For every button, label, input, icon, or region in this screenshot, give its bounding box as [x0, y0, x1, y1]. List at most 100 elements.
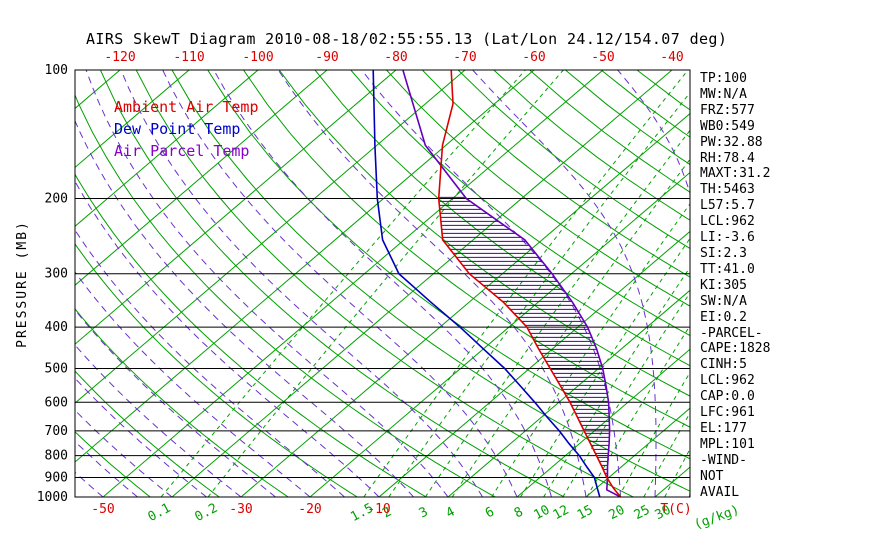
pressure-tick-label: 100 — [45, 63, 68, 78]
dry-adiabat-line — [314, 70, 690, 367]
dry-adiabat-line — [75, 308, 289, 497]
info-line: PW:32.88 — [700, 134, 763, 150]
info-line: L57:5.7 — [700, 198, 755, 214]
isotherm-line — [447, 289, 690, 497]
dry-adiabat-line — [75, 243, 358, 497]
mixing-ratio-tick-label: 25 — [632, 503, 653, 524]
info-line: LI:-3.6 — [700, 230, 755, 246]
dry-adiabat-line — [75, 173, 427, 497]
isotherm-line — [75, 70, 328, 286]
mixing-ratio-line — [643, 411, 690, 497]
mixing-ratio-tick-label: 0.1 — [146, 501, 174, 525]
isotherm-line — [171, 70, 673, 497]
top-axis-tick-label: -70 — [453, 50, 476, 65]
dry-adiabat-line — [75, 431, 151, 497]
curve-air-parcel-temp — [402, 70, 621, 497]
pressure-tick-label: 200 — [45, 192, 68, 207]
legend-item-air-parcel-temp: Air Parcel Temp — [114, 142, 250, 160]
top-axis-tick-label: -80 — [384, 50, 407, 65]
legend-item-dew-point-temp: Dew Point Temp — [114, 120, 241, 138]
info-line: AVAIL — [700, 484, 740, 500]
info-line: -WIND- — [700, 452, 747, 468]
dry-adiabat-line — [75, 93, 496, 497]
moist-adiabat-line — [75, 119, 414, 497]
mixing-ratio-tick-label: 15 — [575, 503, 596, 524]
info-line: MAXT:31.2 — [700, 166, 771, 182]
moist-adiabat-line — [120, 70, 483, 497]
isotherm-line — [516, 348, 690, 497]
mixing-ratio-tick-label: 20 — [607, 503, 628, 524]
top-axis-tick-label: -50 — [591, 50, 614, 65]
pressure-tick-label: 500 — [45, 362, 68, 377]
info-line: CAPE:1828 — [700, 341, 771, 357]
moist-adiabat-line — [75, 180, 380, 497]
moist-adiabat-line — [75, 309, 276, 497]
pressure-tick-label: 400 — [45, 320, 68, 335]
dry-adiabat-line — [493, 70, 690, 221]
mixing-ratio-tick-label: 0.2 — [192, 501, 220, 525]
curve-dew-point-temp — [372, 70, 601, 497]
dry-adiabat-line — [243, 70, 690, 428]
curve-ambient-air-temp — [437, 70, 622, 497]
bottom-axis-tick-label: -10 — [367, 502, 390, 517]
info-line: KI:305 — [700, 277, 747, 293]
mixing-ratio-line — [363, 70, 689, 497]
top-axis-tick-label: -110 — [173, 50, 204, 65]
info-line: WB0:549 — [700, 118, 755, 134]
pressure-tick-label: 300 — [45, 267, 68, 282]
mixing-ratio-line — [618, 371, 690, 497]
top-axis-tick-label: -40 — [660, 50, 683, 65]
mixing-ratio-line — [664, 448, 690, 497]
cape-hatch-layer — [438, 196, 610, 474]
pressure-tick-label: 1000 — [37, 490, 68, 505]
legend-item-ambient-air-temp: Ambient Air Temp — [114, 98, 259, 116]
mixing-ratio-tick-label: 30 — [653, 503, 674, 524]
info-line: EI:0.2 — [700, 309, 747, 325]
pressure-tick-label: 600 — [45, 395, 68, 410]
pressure-axis-label: PRESSURE (MB) — [15, 220, 30, 348]
info-line: RH:78.4 — [700, 150, 755, 166]
mixing-ratio-line — [543, 266, 690, 497]
info-line: TH:5463 — [700, 182, 755, 198]
mixing-ratio-line — [520, 237, 690, 497]
moist-adiabat-line — [75, 229, 345, 497]
info-line: NOT — [700, 468, 724, 484]
isotherm-line — [75, 70, 397, 345]
mixing-ratio-line — [562, 291, 690, 497]
top-axis-tick-label: -100 — [242, 50, 273, 65]
moist-adiabat-line — [472, 70, 657, 497]
bottom-axis-tick-label: -20 — [298, 502, 321, 517]
moist-adiabat-line — [75, 344, 242, 497]
moist-adiabat-line — [213, 70, 552, 497]
mixing-ratio-line — [586, 324, 690, 497]
isotherm-line — [75, 70, 535, 463]
mixing-ratio-line — [451, 158, 690, 497]
info-line: CAP:0.0 — [700, 389, 755, 405]
mixing-ratio-unit-label: (g/kg) — [692, 503, 741, 533]
info-line: TT:41.0 — [700, 261, 755, 277]
moist-adiabat-line — [361, 70, 621, 497]
moist-adiabat-line — [277, 70, 587, 497]
chart-title: AIRS SkewT Diagram 2010-08-18/02:55:55.1… — [86, 30, 728, 48]
info-line: CINH:5 — [700, 357, 747, 373]
chart-legend: Ambient Air Temp Dew Point Temp Air Parc… — [114, 96, 259, 162]
top-axis-tick-label: -60 — [522, 50, 545, 65]
mixing-ratio-tick-label: 6 — [483, 504, 497, 521]
temperature-unit-label: T(C) — [660, 502, 691, 517]
mixing-ratio-tick-label: 12 — [551, 503, 572, 524]
dry-adiabat-line — [99, 70, 565, 497]
bottom-axis-tick-label: -30 — [229, 502, 252, 517]
mixing-ratio-tick-label: 8 — [512, 504, 526, 521]
pressure-tick-label: 700 — [45, 424, 68, 439]
info-line: LCL:962 — [700, 373, 755, 389]
info-line: LCL:962 — [700, 214, 755, 230]
mixing-ratio-tick-label: 3 — [417, 504, 431, 521]
mixing-ratio-line — [424, 129, 690, 497]
axis-labels: -120 -110 -100 -90 -80 -70 -60 -50 -40 100 200 300 4… — [15, 50, 741, 533]
top-axis-tick-label: -120 — [104, 50, 135, 65]
isotherm-line — [75, 70, 466, 404]
mixing-ratio-line — [491, 202, 690, 497]
dry-adiabat-line — [278, 70, 690, 397]
sounding-curves — [372, 70, 622, 497]
